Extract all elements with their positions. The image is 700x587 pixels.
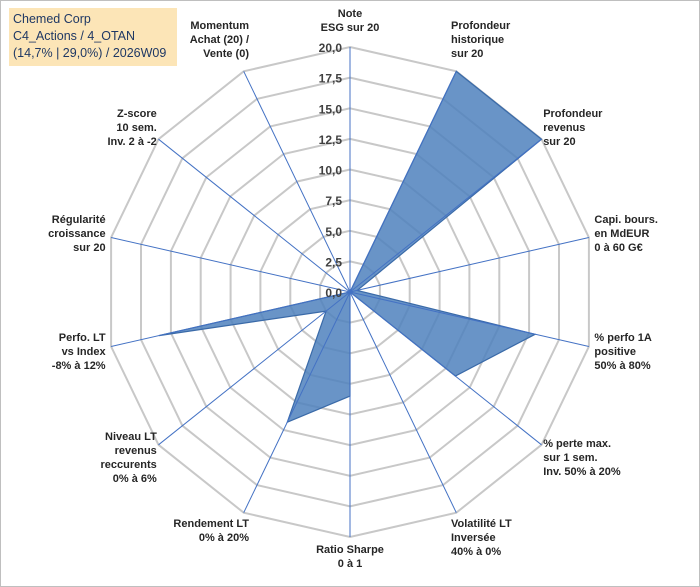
axis-label: % perfo 1A positive 50% à 80% bbox=[594, 332, 652, 372]
radial-tick-label: 12,5 bbox=[319, 133, 343, 147]
axis-spoke bbox=[243, 291, 351, 513]
axis-label-line: 0 à 60 G€ bbox=[594, 242, 642, 254]
title-line-stats: (14,7% | 29,0%) / 2026W09 bbox=[13, 46, 167, 60]
axis-spoke bbox=[158, 138, 351, 293]
axis-label-line: en MdEUR bbox=[594, 228, 649, 240]
axis-label-line: Régularité bbox=[52, 214, 106, 226]
axis-spoke bbox=[110, 291, 351, 347]
axis-label: Note ESG sur 20 bbox=[321, 8, 380, 34]
axis-label: Profondeur revenus sur 20 bbox=[543, 108, 603, 148]
axis-label-line: Volatilité LT bbox=[451, 518, 512, 530]
chart-title-box: Chemed Corp C4_Actions / 4_OTAN (14,7% |… bbox=[9, 8, 177, 66]
radial-tick-label: 10,0 bbox=[319, 164, 343, 178]
axis-label-line: 10 sem. bbox=[116, 122, 156, 134]
axis-label: Niveau LT revenus reccurents 0% à 6% bbox=[101, 431, 158, 485]
axis-label-line: sur 20 bbox=[543, 136, 575, 148]
axis-label-line: reccurents bbox=[101, 459, 157, 471]
axis-label: Régularité croissance sur 20 bbox=[48, 214, 105, 254]
axis-label: Ratio Sharpe 0 à 1 bbox=[316, 544, 384, 570]
axis-spoke bbox=[349, 291, 457, 513]
axis-label-line: % perte max. bbox=[543, 438, 611, 450]
radial-tick-label: 7,5 bbox=[325, 194, 342, 208]
axis-label-line: 0% à 6% bbox=[113, 473, 157, 485]
axis-label-line: Note bbox=[338, 8, 362, 20]
axis-label-line: revenus bbox=[543, 122, 585, 134]
title-line-category: C4_Actions / 4_OTAN bbox=[13, 29, 136, 43]
axis-label-line: historique bbox=[451, 34, 504, 46]
axis-label-line: vs Index bbox=[62, 346, 107, 358]
axis-label: Capi. bours. en MdEUR 0 à 60 G€ bbox=[594, 214, 658, 254]
axis-label-line: positive bbox=[594, 346, 636, 358]
axis-spoke bbox=[158, 291, 351, 446]
axis-label-line: Inversée bbox=[451, 532, 496, 544]
axis-label-line: croissance bbox=[48, 228, 105, 240]
axis-label-line: 50% à 80% bbox=[594, 360, 650, 372]
axis-label-line: Niveau LT bbox=[105, 431, 157, 443]
axis-label-line: sur 20 bbox=[451, 48, 483, 60]
axis-label-line: Z-score bbox=[117, 108, 157, 120]
axis-label-line: revenus bbox=[115, 445, 157, 457]
radial-tick-label: 20,0 bbox=[319, 41, 343, 55]
radial-tick-label: 2,5 bbox=[325, 255, 342, 269]
axis-label: Perfo. LT vs Index -8% à 12% bbox=[52, 332, 107, 372]
radial-tick-label: 0,0 bbox=[325, 286, 342, 300]
axis-label: Rendement LT 0% à 20% bbox=[173, 518, 249, 544]
axis-label-line: Rendement LT bbox=[173, 518, 249, 530]
axis-label: Z-score 10 sem. Inv. 2 à -2 bbox=[107, 108, 156, 148]
axis-label: Momentum Achat (20) / Vente (0) bbox=[190, 20, 250, 60]
axis-spoke bbox=[349, 71, 457, 293]
axis-spoke bbox=[349, 291, 590, 347]
axis-label: Volatilité LT Inversée 40% à 0% bbox=[451, 518, 512, 558]
axis-label-line: Ratio Sharpe bbox=[316, 544, 384, 556]
axis-label-line: sur 20 bbox=[73, 242, 105, 254]
axis-label-line: Profondeur bbox=[451, 20, 511, 32]
axis-spoke bbox=[349, 138, 542, 293]
axis-label-line: Achat (20) / bbox=[190, 34, 249, 46]
title-line-company: Chemed Corp bbox=[13, 12, 91, 26]
axis-label-line: Capi. bours. bbox=[594, 214, 658, 226]
axis-label: Profondeur historique sur 20 bbox=[451, 20, 511, 60]
radar-axis-labels: Note ESG sur 20 Profondeur historique sur 20… bbox=[48, 8, 658, 570]
radial-tick-label: 5,0 bbox=[325, 225, 342, 239]
axis-spoke bbox=[349, 237, 590, 293]
axis-label-line: % perfo 1A bbox=[594, 332, 652, 344]
axis-label: % perte max. sur 1 sem. Inv. 50% à 20% bbox=[543, 438, 621, 478]
axis-spoke bbox=[110, 237, 351, 293]
axis-label-line: Inv. 50% à 20% bbox=[543, 466, 621, 478]
radar-spokes bbox=[110, 47, 590, 537]
axis-spoke bbox=[243, 71, 351, 293]
axis-label-line: ESG sur 20 bbox=[321, 22, 380, 34]
axis-label-line: Perfo. LT bbox=[59, 332, 106, 344]
axis-label-line: 0 à 1 bbox=[338, 558, 362, 570]
radar-tick-labels: 0,0 2,5 5,0 7,5 10,0 12,5 15,0 17,5 20,0 bbox=[319, 41, 343, 300]
axis-label-line: Momentum bbox=[190, 20, 249, 32]
axis-label-line: Inv. 2 à -2 bbox=[107, 136, 156, 148]
axis-label-line: -8% à 12% bbox=[52, 360, 106, 372]
radial-tick-label: 17,5 bbox=[319, 72, 343, 86]
axis-label-line: 40% à 0% bbox=[451, 546, 501, 558]
radial-tick-label: 15,0 bbox=[319, 102, 343, 116]
axis-label-line: 0% à 20% bbox=[199, 532, 249, 544]
axis-label-line: sur 1 sem. bbox=[543, 452, 597, 464]
axis-label-line: Vente (0) bbox=[203, 48, 249, 60]
axis-label-line: Profondeur bbox=[543, 108, 603, 120]
axis-spoke bbox=[349, 291, 542, 446]
